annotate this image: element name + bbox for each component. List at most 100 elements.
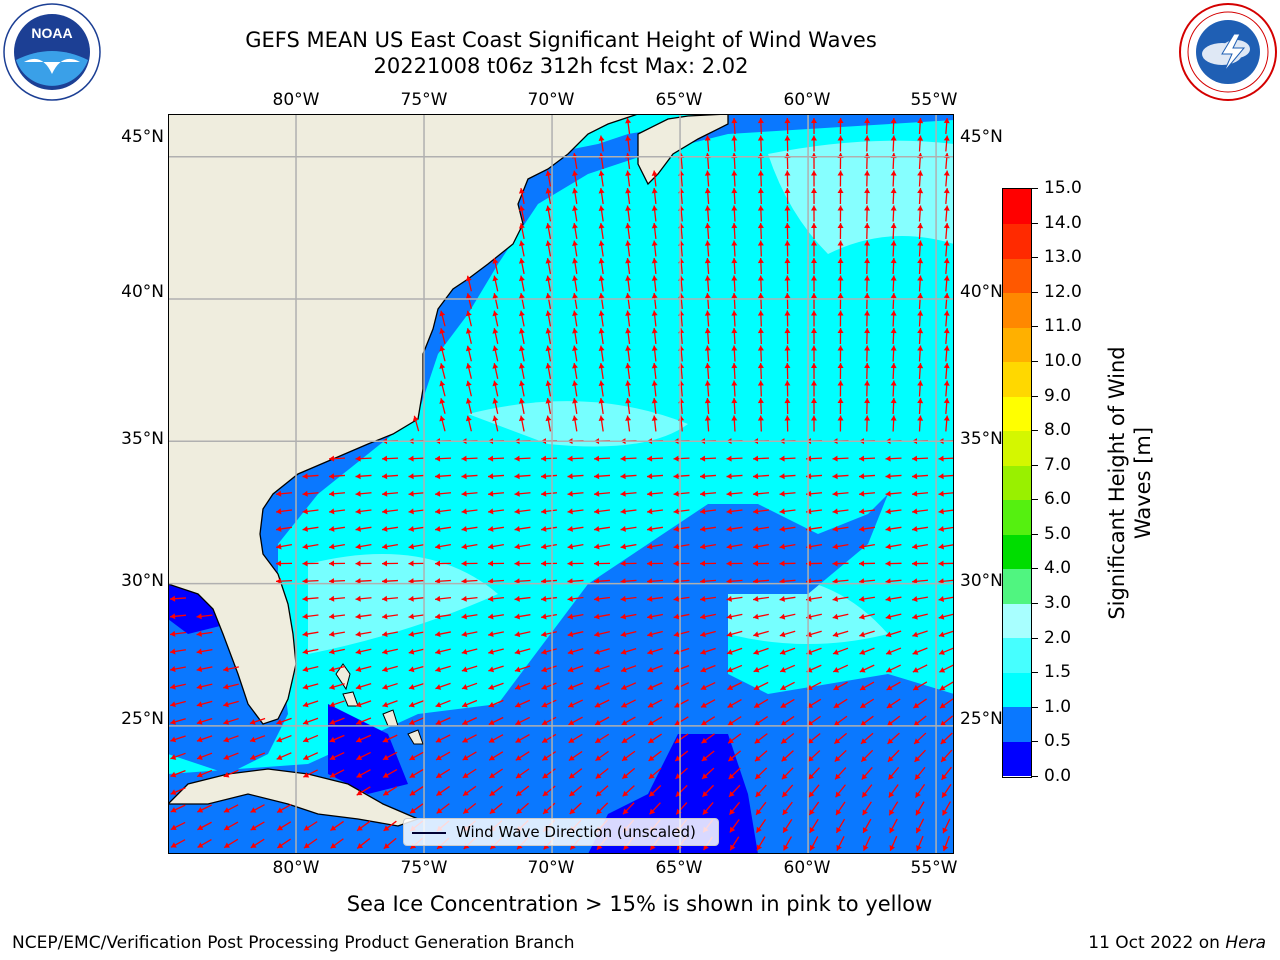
wind-wave-arrow bbox=[832, 596, 849, 602]
wind-wave-arrow bbox=[622, 785, 635, 797]
wind-wave-arrow bbox=[434, 525, 452, 532]
wind-wave-arrow bbox=[515, 785, 530, 797]
wind-wave-arrow bbox=[621, 750, 636, 762]
wind-wave-arrow bbox=[917, 327, 924, 345]
wind-wave-arrow bbox=[488, 648, 504, 655]
wind-wave-arrow bbox=[757, 415, 764, 432]
wind-wave-arrow bbox=[673, 543, 690, 550]
wind-wave-arrow bbox=[328, 473, 346, 480]
wind-wave-arrow bbox=[514, 490, 531, 497]
wind-wave-arrow bbox=[757, 205, 764, 222]
wind-wave-arrow bbox=[435, 768, 451, 779]
wind-wave-arrow bbox=[545, 170, 552, 187]
wind-wave-arrow bbox=[196, 683, 213, 690]
lat-label-left: 35°N bbox=[121, 429, 164, 449]
colorbar-segment bbox=[1003, 223, 1031, 259]
wind-wave-arrow bbox=[541, 648, 557, 655]
wind-wave-arrow bbox=[753, 647, 769, 655]
wind-wave-arrow bbox=[545, 275, 552, 292]
wind-wave-arrow bbox=[862, 818, 872, 834]
wind-wave-arrow bbox=[834, 749, 847, 763]
wind-wave-arrow bbox=[223, 752, 239, 760]
wind-wave-arrow bbox=[837, 240, 844, 257]
wind-wave-arrow bbox=[541, 613, 557, 620]
wind-wave-arrow bbox=[783, 836, 792, 851]
wind-wave-arrow bbox=[889, 835, 898, 852]
wind-wave-arrow bbox=[275, 560, 293, 567]
wind-wave-arrow bbox=[753, 613, 769, 620]
wind-wave-arrow bbox=[858, 525, 876, 532]
wind-wave-arrow bbox=[704, 380, 711, 397]
wind-wave-arrow bbox=[864, 135, 871, 152]
wind-wave-arrow bbox=[595, 768, 609, 779]
wind-wave-arrow bbox=[864, 187, 871, 205]
wind-wave-arrow bbox=[541, 716, 557, 726]
wind-wave-arrow bbox=[545, 310, 552, 327]
wind-wave-arrow bbox=[859, 630, 875, 638]
wind-wave-arrow bbox=[567, 648, 584, 655]
wind-wave-arrow bbox=[492, 363, 499, 379]
wind-wave-arrow bbox=[890, 257, 897, 275]
wind-wave-arrow bbox=[890, 310, 897, 327]
colorbar-tick bbox=[1032, 291, 1038, 293]
wind-wave-arrow bbox=[939, 698, 954, 709]
colorbar-segment bbox=[1003, 465, 1031, 501]
wind-wave-arrow bbox=[753, 698, 769, 709]
wind-wave-arrow bbox=[355, 734, 372, 743]
wind-wave-arrow bbox=[593, 578, 611, 585]
wind-wave-arrow bbox=[439, 345, 446, 362]
wind-wave-arrow bbox=[938, 543, 954, 550]
wind-wave-arrow bbox=[276, 838, 292, 849]
wind-wave-arrow bbox=[917, 380, 924, 397]
wind-wave-arrow bbox=[731, 117, 738, 135]
wind-wave-arrow bbox=[461, 595, 478, 602]
wind-wave-arrow bbox=[651, 362, 658, 380]
wind-wave-arrow bbox=[807, 715, 821, 727]
wind-wave-arrow bbox=[302, 734, 319, 743]
wind-wave-arrow bbox=[465, 328, 472, 344]
wind-wave-arrow bbox=[943, 380, 950, 397]
wind-wave-arrow bbox=[810, 257, 817, 275]
wind-wave-arrow bbox=[674, 699, 689, 708]
wind-wave-arrow bbox=[594, 682, 610, 690]
wind-wave-arrow bbox=[487, 595, 505, 602]
colorbar-tick bbox=[1032, 188, 1038, 189]
wind-wave-arrow bbox=[223, 769, 239, 778]
wind-wave-arrow bbox=[355, 717, 372, 725]
lon-label-top: 80°W bbox=[272, 90, 320, 110]
wind-wave-arrow bbox=[864, 310, 871, 327]
lon-label-top: 65°W bbox=[655, 90, 703, 110]
wind-wave-arrow bbox=[809, 818, 819, 834]
footer-date: 11 Oct 2022 on Hera bbox=[1088, 933, 1266, 953]
chart-subtitle: 20221008 t06z 312h fcst Max: 2.02 bbox=[373, 54, 749, 78]
lon-label-bottom: 75°W bbox=[400, 858, 448, 878]
wind-wave-arrow bbox=[598, 257, 605, 275]
wind-wave-arrow bbox=[753, 630, 769, 638]
land-bahamas bbox=[407, 729, 424, 745]
wind-wave-arrow bbox=[863, 835, 871, 852]
wind-wave-arrow bbox=[913, 698, 927, 709]
wind-wave-arrow bbox=[700, 630, 716, 638]
wind-wave-arrow bbox=[832, 578, 849, 585]
wind-wave-arrow bbox=[942, 818, 951, 834]
wind-wave-arrow bbox=[674, 716, 689, 726]
colorbar-tick bbox=[1032, 637, 1038, 639]
wind-wave-arrow bbox=[598, 222, 605, 240]
wind-wave-arrow bbox=[938, 508, 954, 515]
wind-wave-arrow bbox=[568, 768, 583, 779]
wind-wave-arrow bbox=[196, 648, 213, 655]
wind-wave-arrow bbox=[302, 578, 319, 585]
wind-wave-arrow bbox=[598, 135, 605, 152]
wind-wave-arrow bbox=[541, 631, 557, 638]
wind-wave-arrow bbox=[381, 595, 399, 602]
wind-wave-arrow bbox=[435, 631, 451, 638]
colorbar-tick-label: 3.0 bbox=[1044, 593, 1072, 614]
wind-wave-arrow bbox=[487, 578, 505, 585]
wind-wave-arrow bbox=[625, 170, 632, 187]
colorbar-segment bbox=[1003, 258, 1031, 294]
lon-label-top: 70°W bbox=[527, 90, 575, 110]
wind-wave-arrow bbox=[598, 397, 605, 415]
wind-wave-arrow bbox=[833, 681, 848, 691]
lon-label-bottom: 55°W bbox=[910, 858, 958, 878]
wind-wave-arrow bbox=[809, 836, 819, 851]
